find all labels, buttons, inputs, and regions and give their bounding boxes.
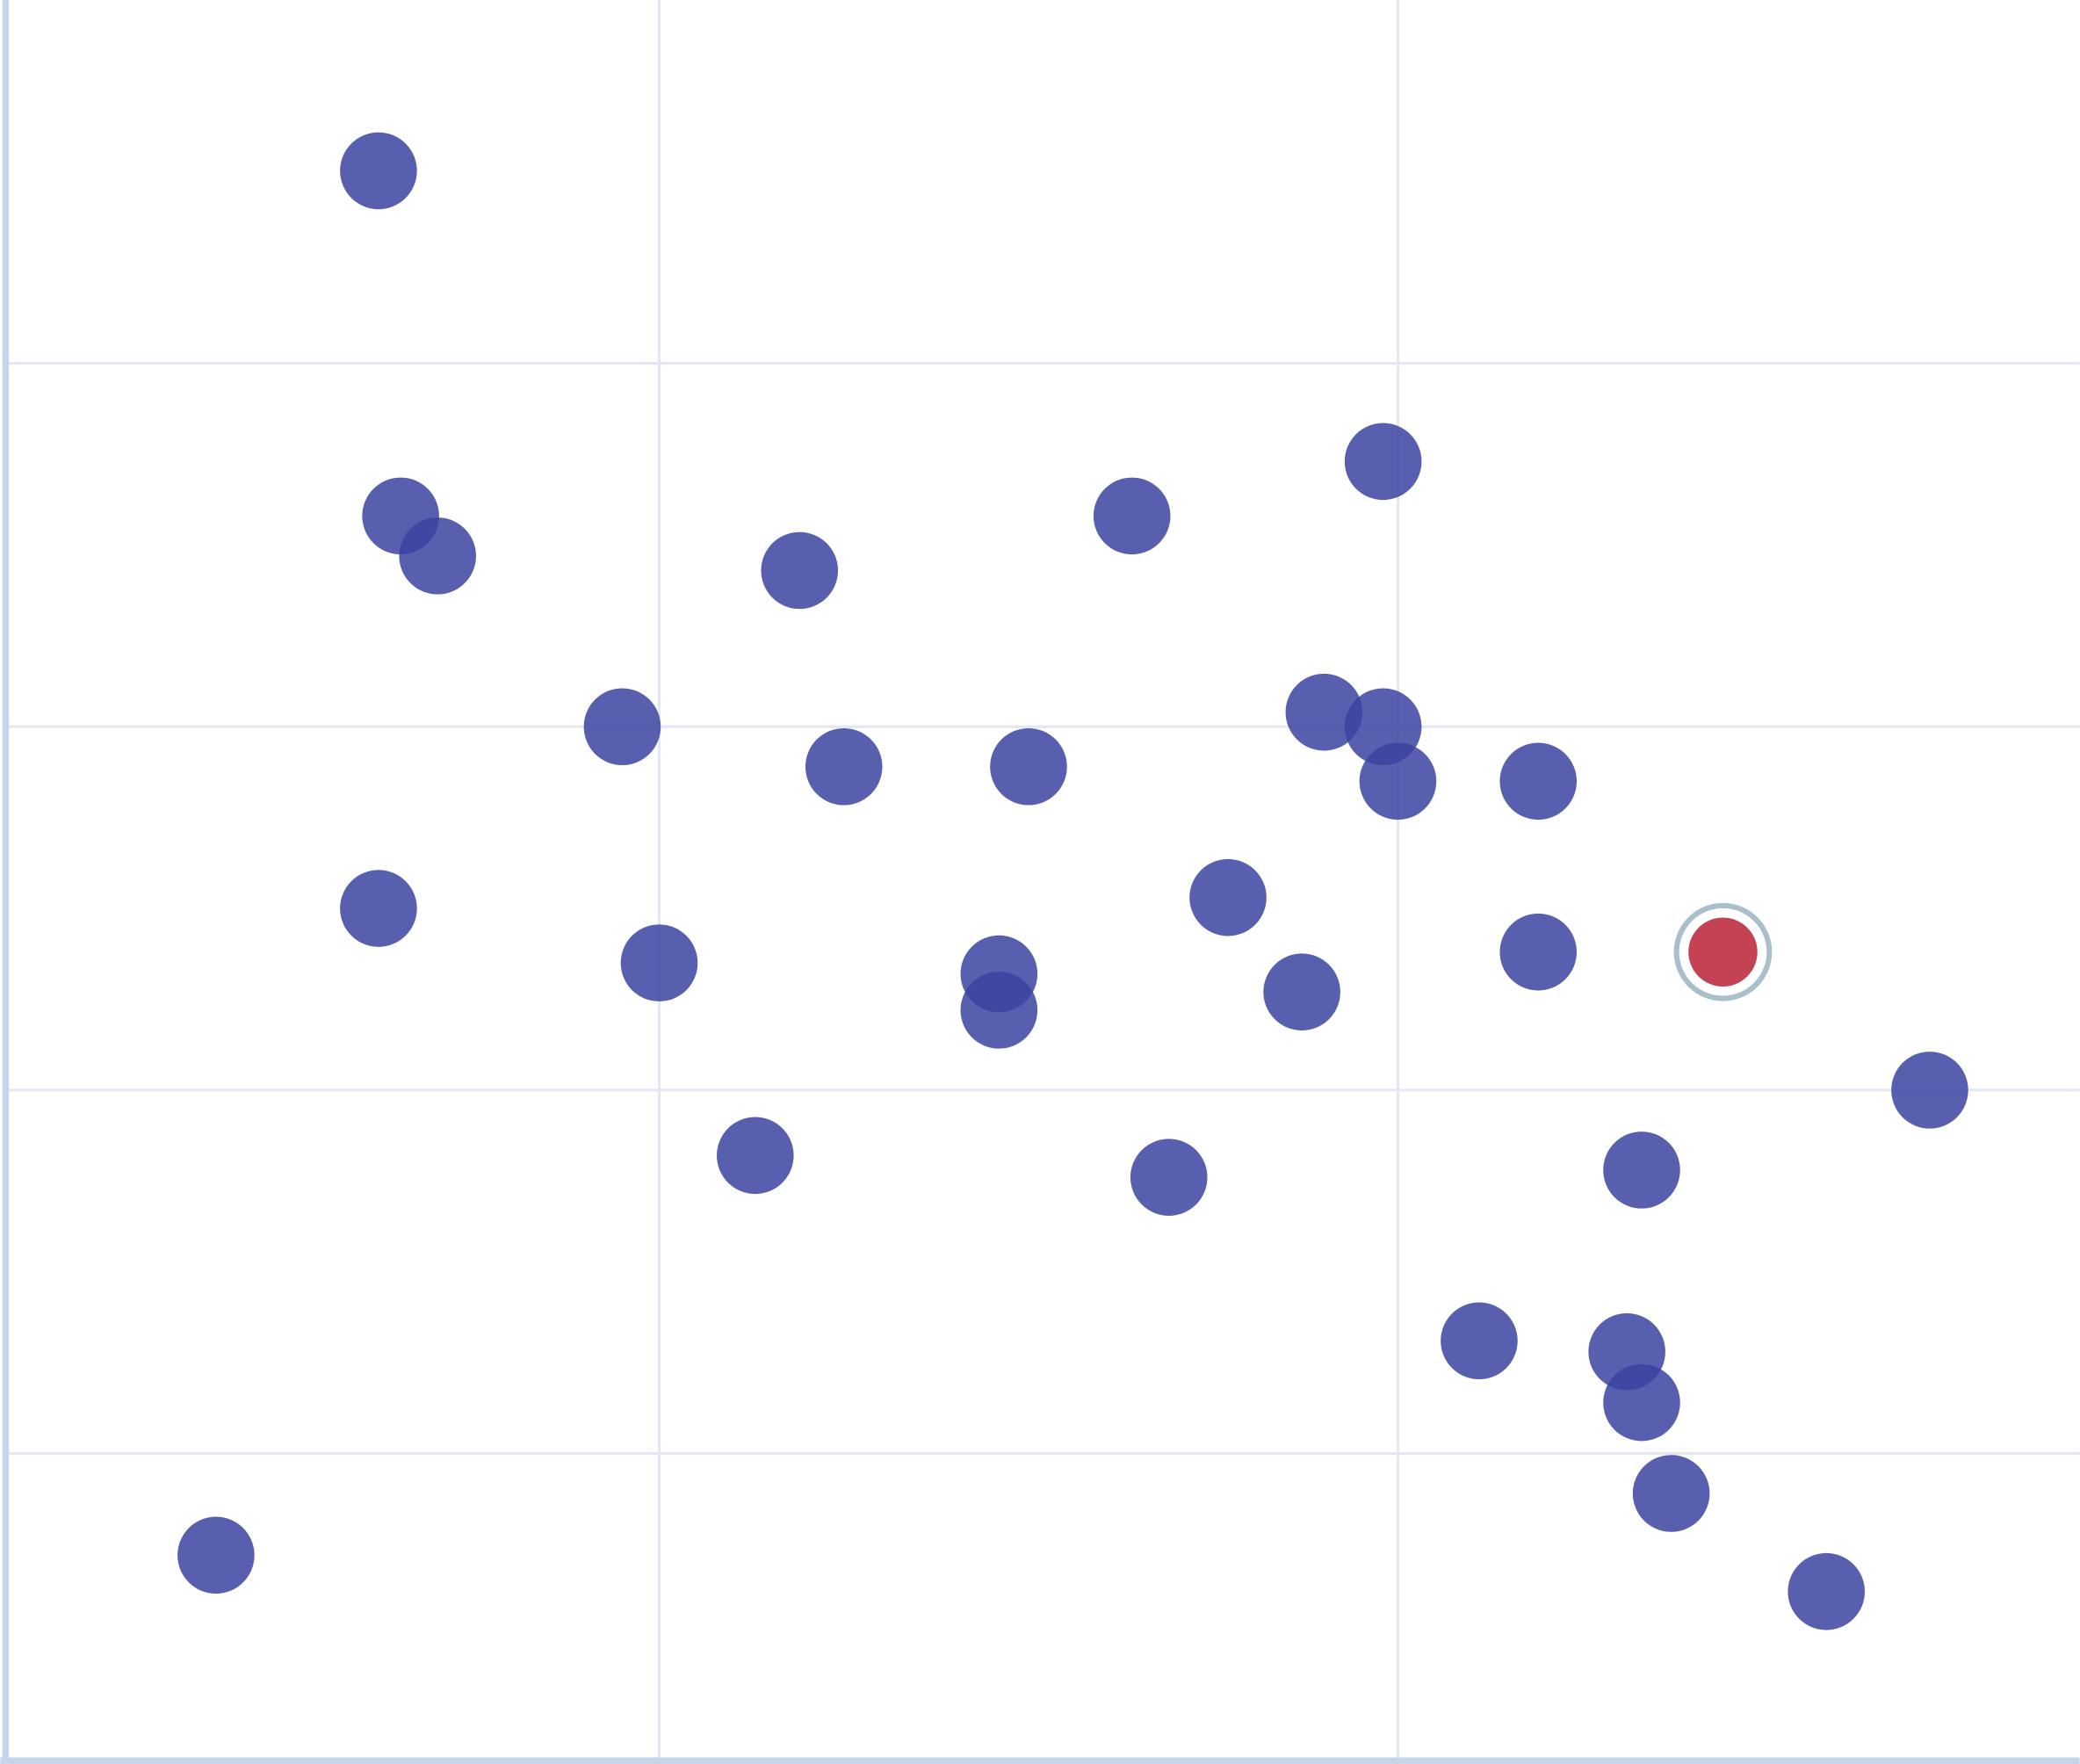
data-point [990, 727, 1067, 806]
highlighted-data-point [1688, 917, 1758, 987]
data-point [583, 688, 661, 766]
data-point [805, 727, 883, 806]
data-point [177, 1516, 255, 1594]
data-point [1603, 1363, 1680, 1442]
data-point [340, 870, 417, 947]
data-point [1189, 858, 1267, 936]
data-point [1499, 742, 1578, 821]
data-point [1891, 1052, 1968, 1129]
data-point [1788, 1552, 1865, 1630]
data-point [1632, 1455, 1710, 1532]
data-point [399, 517, 476, 595]
grid [6, 0, 2080, 1759]
data-point [1130, 1139, 1208, 1216]
data-point [761, 531, 839, 610]
data-point [1441, 1302, 1518, 1380]
data-point [1499, 913, 1578, 991]
data-point [717, 1117, 794, 1195]
data-point [1603, 1131, 1680, 1209]
data-point [1285, 673, 1363, 751]
points [177, 132, 1968, 1630]
data-point [1263, 953, 1340, 1030]
data-point [960, 972, 1038, 1049]
data-point [1093, 477, 1171, 555]
data-point [1344, 423, 1422, 501]
data-point [620, 924, 698, 1001]
data-point [1359, 742, 1437, 821]
data-point [340, 132, 417, 210]
